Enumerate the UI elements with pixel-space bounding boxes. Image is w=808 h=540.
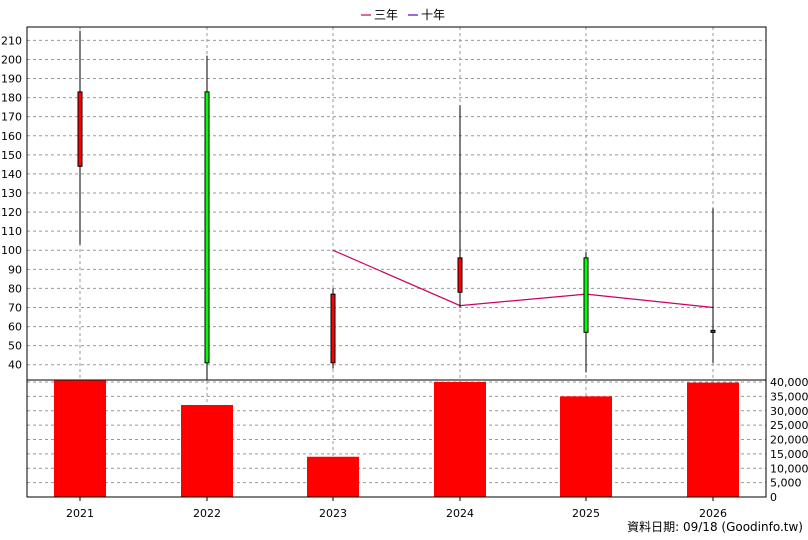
volume-tick-label: 35,000 — [770, 390, 808, 403]
candle-body — [77, 91, 83, 167]
candle-body — [710, 329, 716, 333]
volume-bar — [434, 382, 486, 497]
price-tick-label: 200 — [1, 53, 22, 66]
plot-frame — [26, 26, 767, 498]
price-tick-label: 210 — [1, 34, 22, 47]
volume-tick-label: 15,000 — [770, 448, 808, 461]
price-tick-label: 160 — [1, 130, 22, 143]
price-tick-label: 90 — [8, 263, 22, 276]
price-tick-label: 180 — [1, 92, 22, 105]
volume-tick-label: 0 — [770, 491, 777, 504]
price-tick-label: 190 — [1, 73, 22, 86]
volume-bar — [307, 456, 359, 497]
volume-bar — [54, 380, 106, 497]
source-label: 資料日期: 09/18 (Goodinfo.tw) — [627, 520, 803, 534]
price-panel: 40 50 60 70 80 90 100 110 120 130 140 150 160 170 180 1… — [1, 27, 766, 497]
volume-tick-label: 5,000 — [770, 477, 802, 490]
price-tick-label: 140 — [1, 168, 22, 181]
volume-tick-label: 40,000 — [770, 376, 808, 389]
volume-tick-label: 20,000 — [770, 434, 808, 447]
price-tick-label: 120 — [1, 206, 22, 219]
legend: 三年 十年 — [361, 8, 445, 22]
candle-body — [204, 91, 210, 364]
price-tick-label: 40 — [8, 359, 22, 372]
x-tick-label: 2022 — [193, 507, 221, 520]
price-tick-label: 80 — [8, 282, 22, 295]
candle-body — [330, 293, 336, 364]
candle-body — [457, 257, 463, 293]
candle-body — [583, 257, 589, 333]
price-tick-label: 100 — [1, 244, 22, 257]
x-tick-label: 2025 — [572, 507, 600, 520]
price-tick-label: 50 — [8, 340, 22, 353]
moving-average-line — [332, 249, 714, 309]
legend-label-2: 十年 — [421, 8, 445, 22]
x-tick-label: 2026 — [699, 507, 727, 520]
x-tick-label: 2024 — [446, 507, 474, 520]
volume-tick-label: 10,000 — [770, 462, 808, 475]
x-axis: 2021 2022 2023 2024 2025 2026 — [26, 26, 767, 520]
price-tick-label: 70 — [8, 301, 22, 314]
price-tick-label: 130 — [1, 187, 22, 200]
x-tick-label: 2023 — [319, 507, 347, 520]
price-tick-label: 60 — [8, 321, 22, 334]
price-tick-label: 150 — [1, 149, 22, 162]
legend-label-1: 三年 — [374, 8, 398, 22]
price-tick-label: 170 — [1, 111, 22, 124]
volume-bar — [560, 396, 612, 497]
volume-bar — [181, 405, 233, 497]
x-tick-label: 2021 — [66, 507, 94, 520]
volume-tick-label: 25,000 — [770, 419, 808, 432]
volume-tick-label: 30,000 — [770, 405, 808, 418]
price-tick-label: 110 — [1, 225, 22, 238]
volume-bar — [687, 382, 739, 497]
